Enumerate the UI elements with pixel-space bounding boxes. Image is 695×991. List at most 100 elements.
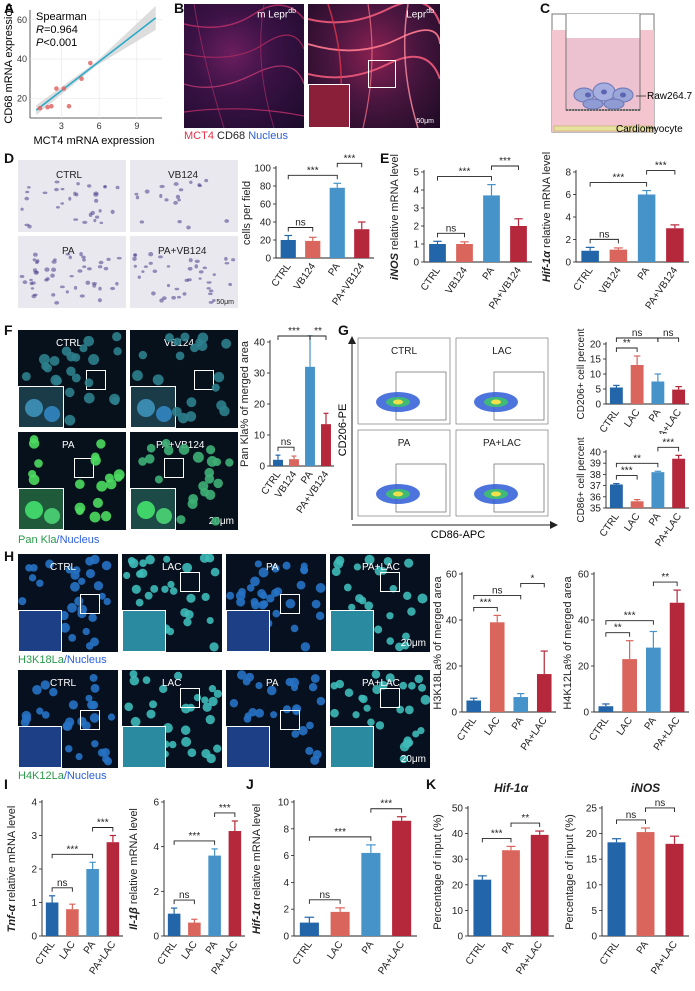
nucleus — [85, 568, 96, 579]
bar — [609, 484, 623, 508]
nucleus — [246, 584, 255, 592]
y-tick-label: 4 — [31, 798, 37, 809]
nucleus — [385, 673, 395, 683]
nucleus — [296, 580, 306, 590]
nucleus — [330, 682, 338, 690]
fluor-h-zoom-box — [80, 710, 100, 730]
nucleus — [77, 716, 87, 727]
significance-bracket — [589, 182, 648, 187]
fluor-f-vb124-box — [194, 370, 214, 390]
bar — [646, 647, 661, 712]
nucleus — [98, 592, 106, 600]
nucleus — [202, 702, 212, 712]
y-tick-label: 40 — [578, 616, 590, 627]
nucleus — [169, 740, 177, 749]
flow-g-xaxis-label: CD86-APC — [431, 529, 485, 540]
significance-label: *** — [613, 173, 625, 184]
y-tick-label: 15 — [590, 355, 602, 366]
chart-a-r-value: R=0.964 — [36, 24, 78, 36]
bar — [473, 879, 492, 936]
fluor-h-image-label: LAC — [162, 562, 182, 573]
nucleus — [161, 585, 169, 593]
significance-label: ns — [446, 223, 457, 234]
nucleus — [206, 753, 216, 764]
y-tick-label: 30 — [254, 369, 266, 380]
nucleus — [245, 672, 255, 682]
significance-bracket — [657, 337, 680, 342]
nucleus — [181, 736, 192, 747]
chart-a-xtick-label: 6 — [97, 121, 102, 131]
y-tick-label: 40 — [452, 829, 464, 840]
fluor-f-pavb124: PA+VB124 20μm — [130, 432, 238, 530]
y-tick-label: 60 — [446, 570, 458, 581]
nucleus — [169, 587, 178, 595]
y-tick-label: 0 — [565, 258, 571, 269]
y-tick-label: 0 — [283, 932, 289, 943]
y-axis-label-gene: Il-1β — [128, 907, 140, 930]
nucleus — [82, 627, 90, 636]
nucleus — [77, 604, 88, 615]
fluor-h-image-2-3: PA — [226, 670, 326, 768]
chart-a-xtick-label: 3 — [59, 121, 64, 131]
nucleus — [290, 684, 299, 692]
y-tick-label: 3 — [31, 831, 37, 842]
nucleus — [331, 567, 341, 577]
legend-h4k12la-nucleus: /Nucleus — [63, 770, 107, 782]
x-category-label: CTRL — [455, 715, 479, 743]
significance-bracket — [657, 446, 680, 452]
nucleus — [183, 618, 192, 627]
nucleus — [89, 700, 99, 710]
y-tick-label: 10 — [254, 431, 266, 442]
bar — [392, 820, 412, 936]
panel-letter-k: K — [426, 776, 437, 792]
nucleus — [403, 736, 412, 745]
x-category-label: PA — [481, 265, 497, 282]
significance-label: *** — [288, 326, 300, 337]
y-tick-label: 35 — [590, 504, 602, 515]
x-category-label: CTRL — [598, 939, 622, 967]
y-tick-label: 40 — [446, 616, 458, 627]
fluor-h-image-2-1: CTRL — [18, 670, 118, 768]
x-category-label: CTRL — [34, 939, 58, 967]
fluor-h-image-label: LAC — [162, 678, 182, 689]
nucleus — [386, 612, 394, 620]
nucleus — [41, 711, 50, 719]
y-tick-label: 4 — [283, 878, 289, 889]
significance-bracket — [214, 812, 236, 817]
fluor-h-image-2-2: LAC — [122, 670, 222, 768]
significance-bracket — [589, 238, 619, 244]
x-category-label: PA+LAC — [376, 939, 407, 976]
y-tick-label: 2 — [153, 887, 159, 898]
significance-label: *** — [307, 165, 319, 176]
y-tick-label: 37 — [590, 481, 602, 492]
bar — [280, 240, 296, 258]
fluor-h-zoom-box — [380, 572, 400, 592]
transwell-schematic: Raw264.7 Cardiomyocyte — [551, 13, 692, 135]
significance-bracket — [473, 594, 522, 600]
nucleus — [266, 685, 277, 696]
nucleus — [374, 566, 384, 576]
y-tick-label: 0 — [153, 932, 159, 943]
fluor-f-vb124-label: VB124 — [164, 338, 195, 349]
x-category-label: CTRL — [291, 939, 315, 967]
y-tick-label: 10 — [452, 906, 464, 917]
nucleus — [418, 683, 426, 692]
bar — [636, 832, 655, 936]
fluor-h-image-label: PA — [266, 562, 279, 573]
bar — [669, 602, 685, 712]
x-category-label: LAC — [180, 939, 200, 961]
y-tick-label: 20 — [254, 400, 266, 411]
panel-letter-d: D — [4, 150, 15, 166]
legend-b: MCT4 CD68 Nucleus — [184, 130, 288, 142]
y-axis-label: iNOS relative mRNA level — [389, 154, 401, 280]
nucleus — [64, 745, 73, 753]
x-category-label: CTRL — [587, 715, 611, 743]
chart-a-point — [37, 105, 43, 111]
chart-a-axes — [29, 10, 162, 119]
significance-bracket — [51, 853, 94, 859]
y-tick-label: 20 — [260, 236, 272, 247]
nucleus — [60, 622, 70, 633]
significance-bracket — [510, 822, 541, 828]
bar — [630, 501, 644, 508]
